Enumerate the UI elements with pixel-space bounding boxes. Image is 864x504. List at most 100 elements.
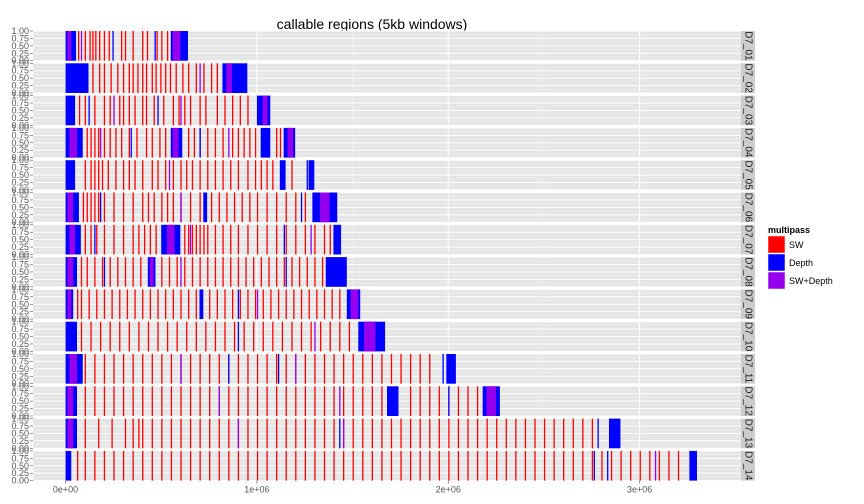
sw-window bbox=[103, 450, 106, 481]
y-tick-label: 0.25 bbox=[11, 468, 29, 478]
sw-window bbox=[92, 63, 94, 93]
sw-window bbox=[195, 321, 197, 352]
sw-window bbox=[142, 354, 144, 384]
sw-window bbox=[216, 95, 218, 126]
sw-window bbox=[668, 450, 670, 481]
sw-window bbox=[276, 192, 278, 223]
sw-window bbox=[237, 386, 240, 416]
sw-window bbox=[168, 257, 171, 287]
sw-depth-window bbox=[180, 354, 182, 384]
sw-window bbox=[467, 418, 469, 449]
y-tick-label: 0.50 bbox=[11, 299, 29, 309]
sw-window bbox=[172, 95, 174, 126]
sw-window bbox=[92, 31, 94, 61]
sw-window bbox=[189, 386, 192, 416]
sw-window bbox=[222, 160, 224, 190]
sw-window bbox=[210, 192, 213, 223]
sw-window bbox=[582, 450, 584, 481]
sw-window bbox=[209, 418, 211, 449]
sw-window bbox=[77, 289, 79, 320]
sw-window bbox=[84, 386, 86, 416]
sw-window bbox=[230, 160, 232, 190]
sw-window bbox=[199, 160, 201, 190]
sw-window bbox=[186, 321, 188, 352]
facet-panels: 1.000.750.500.250.00D7_011.000.750.500.2… bbox=[11, 26, 755, 486]
x-axis: 0e+00 1e+06 2e+06 3e+06 bbox=[53, 480, 652, 495]
sw-window bbox=[113, 354, 115, 384]
sw-window bbox=[308, 289, 310, 320]
depth-window bbox=[306, 160, 308, 190]
sw-window bbox=[151, 386, 153, 416]
sw-window bbox=[140, 257, 142, 287]
sw-window bbox=[534, 418, 536, 449]
sw-window bbox=[285, 418, 287, 449]
sw-window bbox=[207, 160, 209, 190]
sw-window bbox=[409, 450, 412, 481]
facet-strip-label: D7_01 bbox=[743, 31, 754, 61]
sw-window bbox=[610, 450, 613, 481]
sw-window bbox=[103, 386, 106, 416]
sw-window bbox=[182, 63, 184, 93]
sw-window bbox=[233, 192, 236, 223]
sw-window bbox=[362, 354, 364, 384]
sw-window bbox=[371, 386, 373, 416]
sw-depth-block bbox=[320, 192, 330, 223]
sw-window bbox=[295, 450, 297, 481]
sw-window bbox=[306, 257, 308, 287]
y-tick-label: 0.50 bbox=[11, 170, 29, 180]
sw-window bbox=[314, 450, 316, 481]
sw-window bbox=[291, 160, 293, 190]
y-tick-label: 0.25 bbox=[11, 339, 29, 349]
sw-window bbox=[77, 31, 80, 61]
y-tick-label: 0.75 bbox=[11, 453, 29, 463]
sw-window bbox=[283, 257, 285, 287]
depth-window bbox=[88, 95, 90, 126]
sw-window bbox=[191, 257, 194, 287]
sw-window bbox=[496, 450, 498, 481]
sw-window bbox=[285, 450, 287, 481]
sw-window bbox=[195, 289, 197, 320]
sw-window bbox=[142, 418, 144, 449]
sw-window bbox=[409, 354, 412, 384]
sw-window bbox=[142, 192, 144, 223]
facet-strip-label: D7_08 bbox=[743, 257, 754, 287]
depth-window bbox=[597, 418, 599, 449]
sw-window bbox=[429, 450, 431, 481]
sw-window bbox=[285, 224, 287, 255]
sw-window bbox=[314, 257, 316, 287]
sw-window bbox=[119, 321, 121, 352]
facet-strip-label: D7_11 bbox=[743, 354, 754, 383]
sw-window bbox=[218, 450, 220, 481]
sw-window bbox=[342, 450, 345, 481]
sw-window bbox=[166, 192, 169, 223]
facet-strip bbox=[741, 192, 755, 223]
sw-window bbox=[184, 95, 186, 126]
sw-window bbox=[209, 289, 211, 320]
sw-window bbox=[323, 386, 326, 416]
sw-window bbox=[155, 224, 157, 255]
sw-window bbox=[352, 354, 354, 384]
depth-block bbox=[333, 224, 342, 255]
sw-window bbox=[270, 289, 272, 320]
sw-window bbox=[515, 418, 517, 449]
sw-window bbox=[285, 192, 287, 223]
sw-window bbox=[84, 450, 86, 481]
sw-window bbox=[316, 289, 318, 320]
sw-window bbox=[180, 450, 182, 481]
sw-window bbox=[113, 450, 115, 481]
facet-strip-label: D7_02 bbox=[743, 63, 754, 93]
sw-window bbox=[209, 354, 211, 384]
sw-window bbox=[113, 192, 115, 223]
sw-window bbox=[175, 63, 177, 93]
sw-window bbox=[128, 63, 130, 93]
y-tick-label: 0.25 bbox=[11, 404, 29, 414]
y-tick-label: 1.00 bbox=[11, 188, 29, 198]
sw-window bbox=[170, 386, 173, 416]
sw-window bbox=[109, 95, 111, 126]
sw-window bbox=[89, 31, 91, 61]
facet-strip bbox=[741, 354, 755, 384]
depth-block bbox=[203, 192, 208, 223]
sw-window bbox=[124, 31, 127, 61]
sw-window bbox=[298, 257, 301, 287]
sw-window bbox=[419, 418, 421, 449]
